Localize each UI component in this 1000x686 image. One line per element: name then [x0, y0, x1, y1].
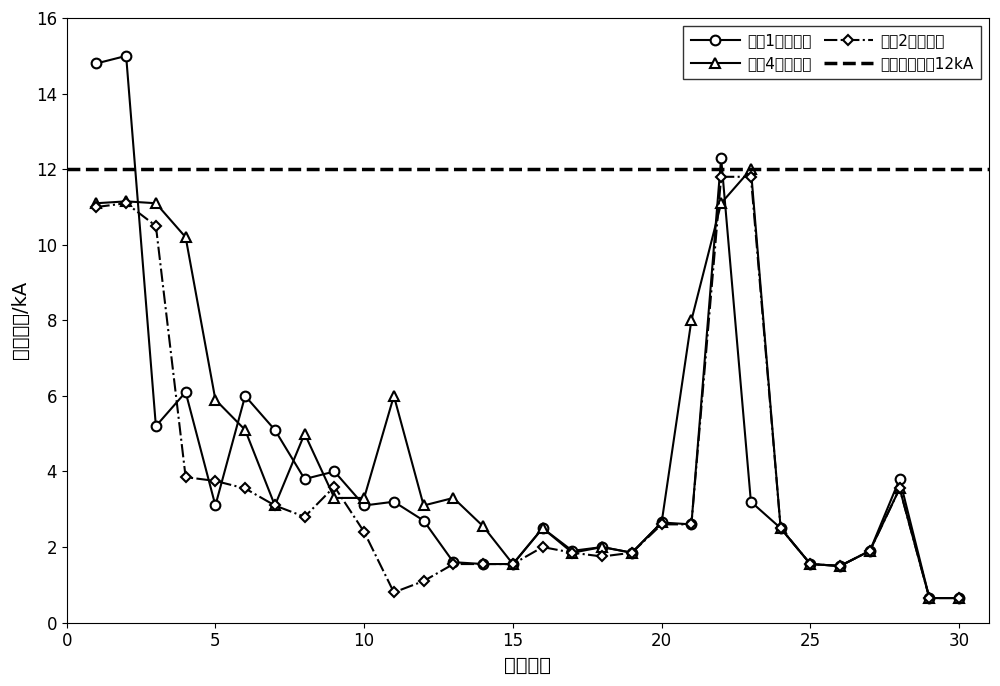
- 方式1短路电流: [90, 59, 102, 67]
- 方式4短路电流: [834, 562, 846, 570]
- 方式4短路电流: [418, 501, 430, 510]
- 方式2短路电流: [775, 524, 787, 532]
- 方式2短路电流: [388, 589, 400, 597]
- 方式4短路电流: [388, 392, 400, 400]
- 方式1短路电流: [894, 475, 906, 483]
- 方式2短路电流: [299, 512, 311, 521]
- 方式4短路电流: [656, 519, 668, 527]
- 方式4短路电流: [269, 501, 281, 510]
- 方式4短路电流: [180, 233, 192, 241]
- 方式1短路电流: [209, 501, 221, 510]
- 方式2短路电流: [537, 543, 549, 551]
- 方式2短路电流: [804, 560, 816, 568]
- 方式2短路电流: [239, 484, 251, 493]
- 方式2短路电流: [685, 520, 697, 528]
- 方式2短路电流: [864, 547, 876, 555]
- 方式1短路电流: [596, 543, 608, 551]
- 方式2短路电流: [566, 549, 578, 557]
- X-axis label: 节点编号: 节点编号: [504, 656, 551, 675]
- 方式1短路电流: [566, 547, 578, 555]
- 方式4短路电流: [507, 560, 519, 568]
- 方式4短路电流: [953, 594, 965, 602]
- 方式4短路电流: [209, 396, 221, 404]
- 方式4短路电流: [299, 429, 311, 438]
- 方式1短路电流: [299, 475, 311, 483]
- 方式1短路电流: [864, 547, 876, 555]
- 方式4短路电流: [447, 494, 459, 502]
- Line: 方式2短路电流: 方式2短路电流: [93, 173, 963, 602]
- 方式2短路电流: [180, 473, 192, 482]
- 方式2短路电流: [715, 173, 727, 181]
- 方式1短路电流: [685, 520, 697, 528]
- 方式1短路电流: [477, 560, 489, 568]
- 方式2短路电流: [626, 549, 638, 557]
- Y-axis label: 短路电流/kA: 短路电流/kA: [11, 281, 30, 359]
- 方式1短路电流: [507, 560, 519, 568]
- Line: 方式1短路电流: 方式1短路电流: [92, 51, 964, 603]
- 方式1短路电流: [775, 524, 787, 532]
- 方式4短路电流: [715, 199, 727, 207]
- 方式2短路电流: [834, 562, 846, 570]
- 方式2短路电流: [745, 173, 757, 181]
- 方式4短路电流: [685, 316, 697, 324]
- 方式1短路电流: [388, 497, 400, 506]
- 方式4短路电流: [745, 165, 757, 174]
- 方式2短路电流: [269, 501, 281, 510]
- 方式4短路电流: [894, 484, 906, 493]
- 方式1短路电流: [626, 549, 638, 557]
- 方式4短路电流: [566, 549, 578, 557]
- 方式2短路电流: [90, 203, 102, 211]
- 方式4短路电流: [804, 560, 816, 568]
- 方式1短路电流: [120, 51, 132, 60]
- 方式1短路电流: [239, 392, 251, 400]
- Legend: 方式1短路电流, 方式4短路电流, 方式2短路电流, 短路电流限额12kA: 方式1短路电流, 方式4短路电流, 方式2短路电流, 短路电流限额12kA: [683, 26, 981, 79]
- 方式1短路电流: [953, 594, 965, 602]
- 方式1短路电流: [656, 519, 668, 527]
- 方式4短路电流: [596, 543, 608, 551]
- 方式2短路电流: [923, 594, 935, 602]
- 方式4短路电流: [358, 494, 370, 502]
- 方式4短路电流: [477, 522, 489, 530]
- 方式4短路电流: [150, 199, 162, 207]
- 方式4短路电流: [328, 494, 340, 502]
- 方式2短路电流: [507, 560, 519, 568]
- 方式2短路电流: [656, 520, 668, 528]
- 方式2短路电流: [328, 482, 340, 490]
- 方式2短路电流: [447, 560, 459, 568]
- 方式4短路电流: [626, 549, 638, 557]
- 方式2短路电流: [596, 552, 608, 560]
- 方式1短路电流: [537, 524, 549, 532]
- 方式1短路电流: [328, 467, 340, 475]
- 短路电流限额12kA: [90, 165, 102, 174]
- 方式2短路电流: [120, 199, 132, 207]
- 方式4短路电流: [90, 199, 102, 207]
- 方式2短路电流: [358, 528, 370, 536]
- 方式2短路电流: [418, 577, 430, 585]
- 方式4短路电流: [775, 524, 787, 532]
- 方式2短路电流: [209, 477, 221, 485]
- 方式1短路电流: [745, 497, 757, 506]
- 方式1短路电流: [269, 426, 281, 434]
- 方式2短路电流: [894, 484, 906, 493]
- 方式4短路电流: [239, 426, 251, 434]
- 方式4短路电流: [923, 594, 935, 602]
- 方式4短路电流: [537, 524, 549, 532]
- 方式1短路电流: [834, 562, 846, 570]
- 方式1短路电流: [150, 422, 162, 430]
- Line: 方式4短路电流: 方式4短路电流: [92, 165, 964, 603]
- 短路电流限额12kA: [61, 165, 73, 174]
- 方式2短路电流: [953, 594, 965, 602]
- 方式1短路电流: [804, 560, 816, 568]
- 方式4短路电流: [120, 198, 132, 206]
- 方式2短路电流: [150, 222, 162, 230]
- 方式1短路电流: [923, 594, 935, 602]
- 方式4短路电流: [864, 547, 876, 555]
- 方式1短路电流: [358, 501, 370, 510]
- 方式1短路电流: [715, 154, 727, 162]
- 方式2短路电流: [477, 560, 489, 568]
- 方式1短路电流: [447, 558, 459, 566]
- 方式1短路电流: [180, 388, 192, 397]
- 方式1短路电流: [418, 517, 430, 525]
